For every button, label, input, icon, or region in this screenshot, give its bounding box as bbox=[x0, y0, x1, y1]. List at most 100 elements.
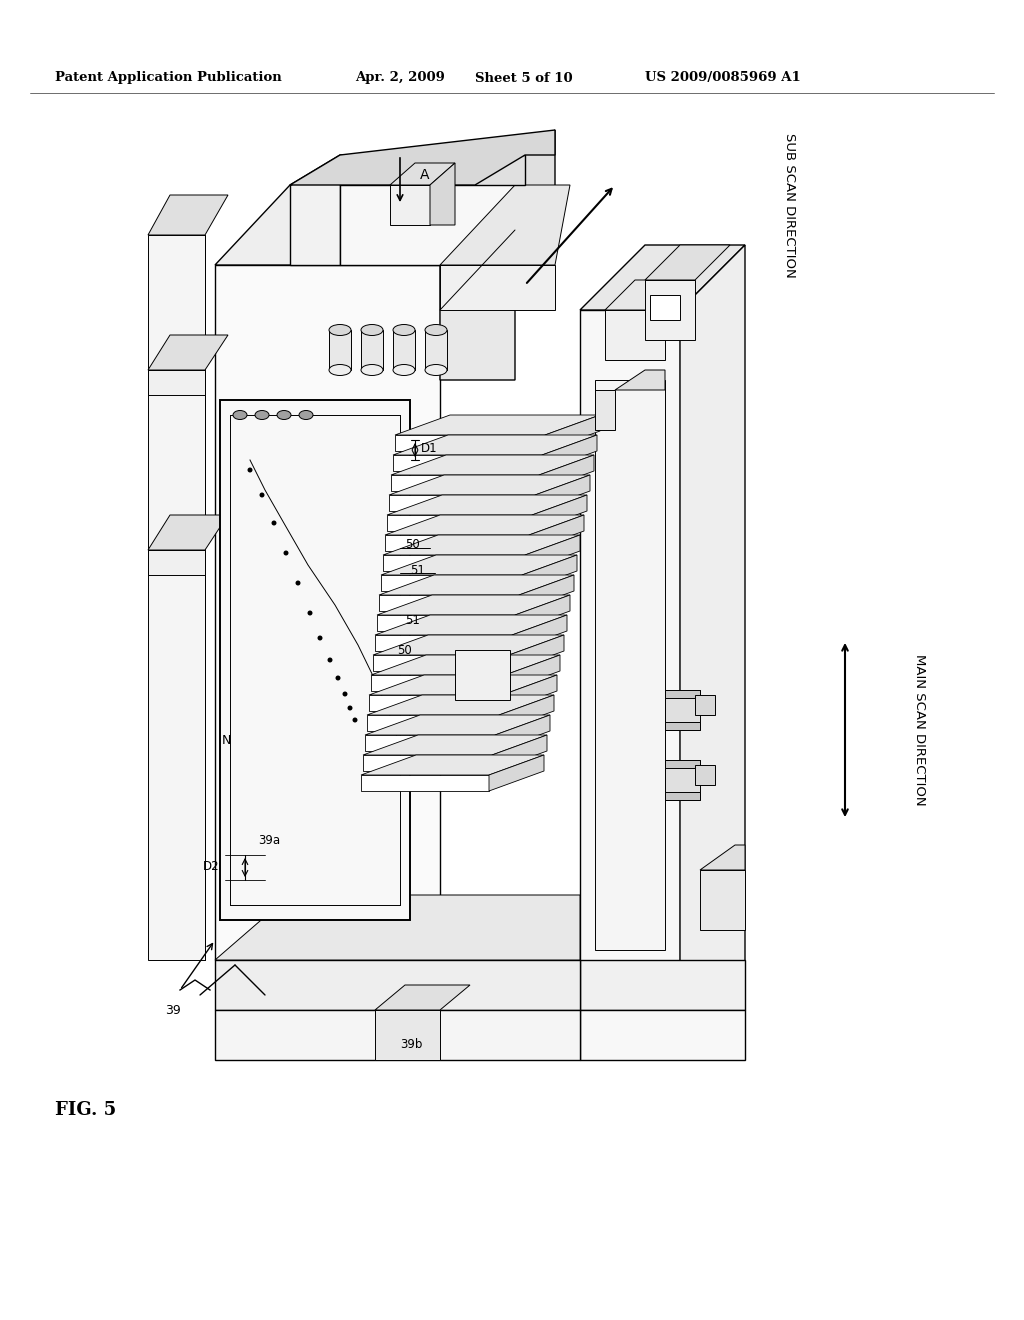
Polygon shape bbox=[379, 595, 519, 611]
Ellipse shape bbox=[329, 364, 351, 375]
Circle shape bbox=[317, 635, 323, 640]
Text: A: A bbox=[420, 168, 429, 182]
Polygon shape bbox=[379, 576, 574, 595]
Circle shape bbox=[352, 718, 357, 722]
Polygon shape bbox=[148, 550, 205, 576]
Text: N: N bbox=[222, 734, 231, 747]
Polygon shape bbox=[615, 370, 665, 389]
Polygon shape bbox=[215, 895, 580, 960]
Polygon shape bbox=[375, 1010, 440, 1060]
Ellipse shape bbox=[393, 325, 415, 335]
Text: 51: 51 bbox=[406, 614, 420, 627]
Text: Patent Application Publication: Patent Application Publication bbox=[55, 71, 282, 84]
Polygon shape bbox=[545, 414, 600, 451]
Polygon shape bbox=[362, 755, 492, 771]
Polygon shape bbox=[440, 185, 515, 380]
Polygon shape bbox=[580, 1010, 745, 1060]
Polygon shape bbox=[387, 515, 532, 531]
Ellipse shape bbox=[361, 364, 383, 375]
Polygon shape bbox=[389, 495, 535, 511]
Polygon shape bbox=[373, 655, 509, 671]
Polygon shape bbox=[389, 475, 590, 495]
Text: MAIN SCAN DIRECTION: MAIN SCAN DIRECTION bbox=[913, 655, 927, 805]
Polygon shape bbox=[215, 265, 440, 960]
Polygon shape bbox=[535, 475, 590, 511]
Text: 50: 50 bbox=[406, 539, 420, 552]
Text: SUB SCAN DIRECTION: SUB SCAN DIRECTION bbox=[783, 132, 797, 277]
Circle shape bbox=[328, 657, 333, 663]
Text: 51: 51 bbox=[410, 564, 425, 577]
Ellipse shape bbox=[299, 411, 313, 420]
Polygon shape bbox=[148, 515, 228, 550]
Polygon shape bbox=[695, 696, 715, 715]
Polygon shape bbox=[502, 675, 557, 711]
Polygon shape bbox=[529, 515, 584, 550]
Polygon shape bbox=[371, 655, 560, 675]
Polygon shape bbox=[525, 535, 580, 572]
Polygon shape bbox=[375, 985, 470, 1010]
Polygon shape bbox=[375, 615, 567, 635]
Polygon shape bbox=[665, 760, 700, 768]
Ellipse shape bbox=[361, 325, 383, 335]
Polygon shape bbox=[440, 185, 570, 265]
Polygon shape bbox=[290, 129, 555, 185]
Polygon shape bbox=[665, 690, 700, 730]
Ellipse shape bbox=[425, 364, 447, 375]
Polygon shape bbox=[381, 554, 577, 576]
Ellipse shape bbox=[329, 325, 351, 335]
Polygon shape bbox=[430, 162, 455, 224]
Text: Sheet 5 of 10: Sheet 5 of 10 bbox=[475, 71, 572, 84]
Polygon shape bbox=[148, 235, 205, 960]
Polygon shape bbox=[509, 635, 564, 671]
Polygon shape bbox=[595, 389, 615, 430]
Text: 39: 39 bbox=[165, 1003, 181, 1016]
Polygon shape bbox=[695, 766, 715, 785]
Polygon shape bbox=[390, 185, 430, 224]
Polygon shape bbox=[539, 455, 594, 491]
Text: FIG. 5: FIG. 5 bbox=[55, 1101, 117, 1119]
Polygon shape bbox=[595, 380, 665, 950]
Polygon shape bbox=[377, 615, 515, 631]
Ellipse shape bbox=[278, 411, 291, 420]
Polygon shape bbox=[215, 185, 515, 265]
Circle shape bbox=[259, 492, 264, 498]
Polygon shape bbox=[367, 696, 554, 715]
Ellipse shape bbox=[233, 411, 247, 420]
Polygon shape bbox=[385, 515, 584, 535]
Polygon shape bbox=[340, 154, 525, 265]
Polygon shape bbox=[605, 310, 665, 360]
Polygon shape bbox=[519, 576, 574, 611]
Polygon shape bbox=[385, 535, 529, 550]
Polygon shape bbox=[440, 265, 555, 310]
Polygon shape bbox=[369, 675, 557, 696]
Polygon shape bbox=[377, 595, 570, 615]
Polygon shape bbox=[700, 845, 745, 870]
Polygon shape bbox=[395, 414, 600, 436]
Polygon shape bbox=[492, 735, 547, 771]
Polygon shape bbox=[387, 495, 587, 515]
Polygon shape bbox=[391, 475, 539, 491]
Polygon shape bbox=[522, 554, 577, 591]
Polygon shape bbox=[373, 635, 564, 655]
Polygon shape bbox=[393, 455, 542, 471]
Polygon shape bbox=[505, 655, 560, 690]
Polygon shape bbox=[371, 675, 505, 690]
Polygon shape bbox=[215, 1010, 580, 1060]
Circle shape bbox=[336, 676, 341, 681]
Polygon shape bbox=[489, 755, 544, 791]
Polygon shape bbox=[700, 870, 745, 931]
Polygon shape bbox=[425, 330, 447, 370]
Polygon shape bbox=[580, 246, 745, 310]
Polygon shape bbox=[375, 635, 512, 651]
Polygon shape bbox=[665, 690, 700, 698]
Text: D2: D2 bbox=[204, 861, 220, 874]
Polygon shape bbox=[383, 535, 580, 554]
Polygon shape bbox=[148, 195, 228, 235]
Polygon shape bbox=[542, 436, 597, 471]
Text: 50: 50 bbox=[397, 644, 412, 656]
Polygon shape bbox=[148, 370, 205, 395]
Polygon shape bbox=[290, 154, 525, 185]
Polygon shape bbox=[665, 792, 700, 800]
Polygon shape bbox=[220, 400, 410, 920]
Ellipse shape bbox=[425, 325, 447, 335]
